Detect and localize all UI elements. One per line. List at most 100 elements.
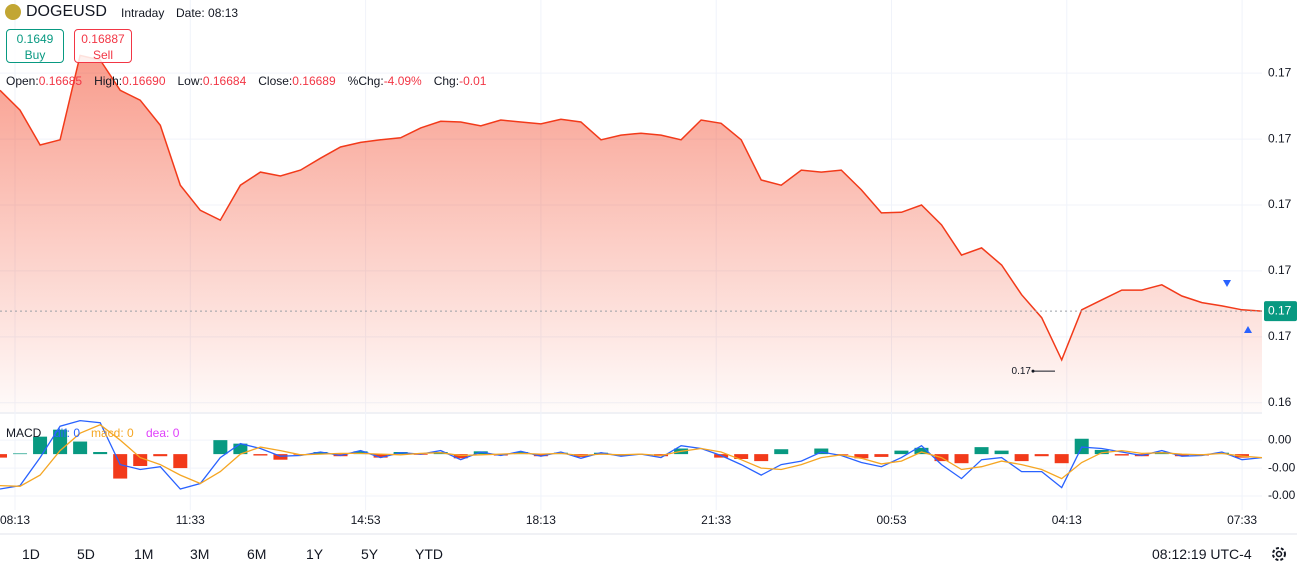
histogram-bar	[233, 443, 248, 455]
histogram-bar	[453, 454, 468, 459]
histogram-bar	[0, 454, 7, 458]
histogram-bar	[1014, 454, 1029, 462]
ohlc-value: -0.01	[459, 74, 487, 88]
histogram-bar	[914, 447, 929, 455]
panel-title: MACD	[6, 426, 42, 440]
histogram-bar	[954, 454, 969, 464]
y-tick-label: 0.17	[1268, 197, 1292, 211]
y-tick-label: 0.16	[1268, 395, 1292, 409]
buy-label: Buy	[24, 48, 46, 62]
ohlc-row: Open:0.16685 High:0.16690 Low:0.16684 Close…	[6, 74, 498, 88]
sell-price: 0.16887	[81, 32, 125, 46]
ohlc-label: Low:	[177, 74, 203, 88]
macd-line	[0, 419, 1263, 490]
histogram-bar	[1094, 449, 1109, 455]
sell-button[interactable]: 0.16887 Sell	[74, 29, 132, 63]
ohlc-value: 0.16689	[292, 74, 336, 88]
range-button[interactable]: 5Y	[361, 546, 379, 562]
histogram-bar	[854, 454, 869, 459]
histogram-bar	[33, 436, 48, 455]
symbol: DOGEUSD	[26, 3, 107, 20]
legend-entry: dif: 0	[54, 426, 80, 440]
legend-entry: dea: 0	[146, 426, 180, 440]
legend-entry: macd: 0	[91, 426, 134, 440]
range-button[interactable]: 6M	[247, 546, 267, 562]
coin-icon	[5, 4, 21, 20]
histogram-bar	[253, 454, 268, 456]
range-button[interactable]: 1M	[134, 546, 154, 562]
trade-marker	[1223, 280, 1231, 287]
histogram-bar	[754, 454, 769, 462]
histogram-bar	[894, 450, 909, 455]
histogram-bar	[133, 454, 148, 466]
last-price-label: 0.17	[1268, 303, 1292, 317]
histogram-bar	[213, 440, 228, 455]
y-tick-label: 0.17	[1268, 131, 1292, 145]
ohlc-label: Chg:	[433, 74, 460, 88]
histogram-bar	[353, 451, 368, 455]
y-tick-label: -0.00	[1268, 460, 1296, 474]
macd-line	[0, 424, 1263, 487]
histogram-bar	[1074, 438, 1089, 455]
histogram-bar	[874, 454, 889, 457]
range-button[interactable]: 1D	[22, 546, 40, 562]
last-price-badge	[1264, 301, 1297, 322]
histogram-bar	[13, 453, 28, 455]
price-line	[0, 54, 1263, 362]
ohlc-label: High:	[94, 74, 123, 88]
y-tick-label: 0.17	[1268, 329, 1292, 343]
histogram-bar	[73, 441, 88, 455]
settings-icon[interactable]	[1272, 547, 1286, 561]
ohlc-value: 0.16684	[202, 74, 247, 88]
ohlc-label: Open:	[6, 74, 39, 88]
histogram-bar	[93, 452, 108, 455]
histogram-bar	[113, 454, 128, 479]
y-tick-label: -0.00	[1268, 488, 1296, 502]
range-button[interactable]: 3M	[190, 546, 210, 562]
x-tick-label: 18:13	[526, 513, 556, 527]
histogram-bar	[593, 452, 608, 455]
ohlc-value: -4.09%	[383, 74, 422, 88]
histogram-bar	[533, 454, 548, 457]
histogram-bar	[373, 454, 388, 458]
x-tick-label: 08:13	[0, 513, 30, 527]
histogram-bar	[313, 452, 328, 455]
histogram-bar	[493, 454, 508, 456]
histogram-bar	[774, 449, 789, 455]
histogram-bar	[1054, 454, 1069, 464]
histogram-bar	[994, 450, 1009, 455]
histogram-bar	[734, 454, 749, 460]
low-label: 0.17	[1012, 366, 1032, 377]
range-button[interactable]: 1Y	[306, 546, 324, 562]
y-tick-label: 0.17	[1268, 65, 1292, 79]
x-tick-label: 07:33	[1227, 513, 1257, 527]
histogram-bar	[273, 454, 288, 460]
trade-marker	[1244, 326, 1252, 333]
price-area	[0, 55, 1262, 413]
histogram-bar	[1034, 454, 1049, 457]
x-tick-label: 21:33	[701, 513, 731, 527]
x-tick-label: 11:33	[176, 513, 205, 527]
y-tick-label: 0.17	[1268, 263, 1292, 277]
range-button[interactable]: YTD	[415, 546, 443, 562]
buy-button[interactable]: 0.1649 Buy	[6, 29, 64, 63]
buy-price: 0.1649	[16, 32, 54, 46]
clock: 08:12:19 UTC-4	[1152, 546, 1252, 562]
histogram-bar	[1174, 454, 1189, 457]
date: Date: 08:13	[176, 6, 239, 20]
histogram-bar	[974, 447, 989, 455]
histogram-bar	[473, 451, 488, 455]
x-tick-label: 00:53	[876, 513, 906, 527]
ohlc-value: 0.16690	[122, 74, 166, 88]
range-button[interactable]: 5D	[77, 546, 95, 562]
histogram-bar	[1114, 454, 1129, 456]
histogram-bar	[153, 454, 168, 457]
ohlc-label: %Chg:	[347, 74, 384, 88]
histogram-bar	[814, 448, 829, 455]
x-tick-label: 04:13	[1052, 513, 1082, 527]
sell-label: Sell	[92, 48, 113, 62]
y-tick-label: 0.00	[1268, 432, 1292, 446]
